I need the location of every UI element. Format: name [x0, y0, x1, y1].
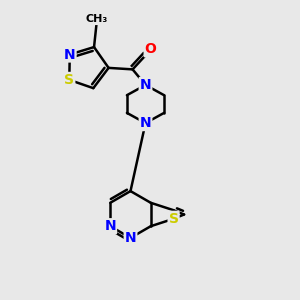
- Text: N: N: [104, 219, 116, 233]
- Text: S: S: [64, 73, 74, 87]
- Text: O: O: [145, 42, 157, 56]
- Text: N: N: [140, 116, 151, 130]
- Text: N: N: [125, 231, 136, 245]
- Text: CH₃: CH₃: [85, 14, 108, 24]
- Text: N: N: [140, 78, 151, 92]
- Text: N: N: [64, 47, 76, 61]
- Text: S: S: [169, 212, 178, 226]
